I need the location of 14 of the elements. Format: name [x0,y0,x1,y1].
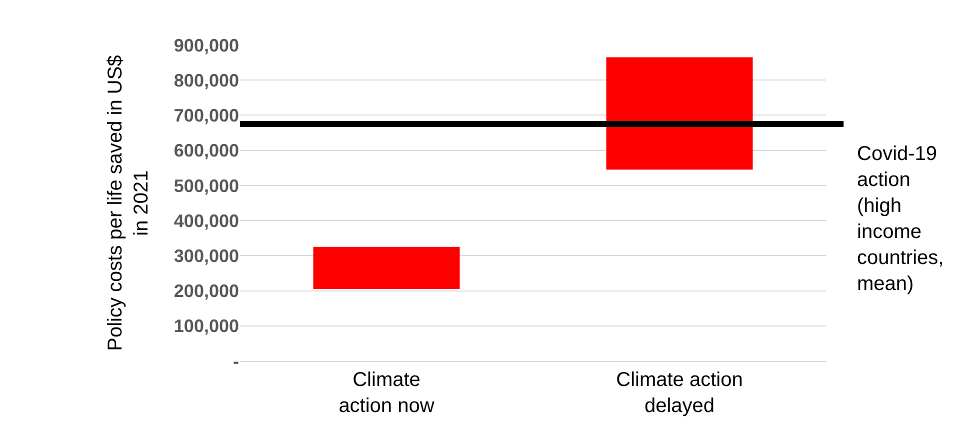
y-tick-label: 700,000 [174,106,239,126]
y-tick-label: 200,000 [174,281,239,302]
y-tick-label: 300,000 [174,246,239,266]
y-tick-label: 600,000 [174,140,239,161]
y-tick-label: 800,000 [174,70,239,90]
y-tick-label: 400,000 [174,210,239,231]
x-tick-label: Climate action now [338,369,435,417]
ref-line-label: Covid-19 action (high income countries, mean) [857,143,944,295]
y-tick-label: 500,000 [174,176,239,196]
y-tick-label: 900,000 [174,35,239,56]
y-axis-title: Policy costs per life saved in US$ in 2021 [104,55,152,351]
y-tick-label: 100,000 [174,316,239,336]
y-tick-label: - [233,351,239,372]
x-tick-label: Climate action delayed [616,369,743,417]
